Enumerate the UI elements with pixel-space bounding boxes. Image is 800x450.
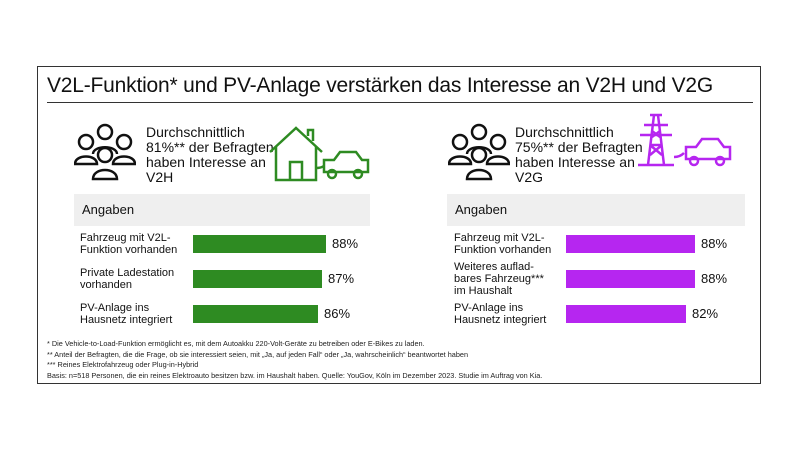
infographic-frame <box>37 66 761 384</box>
data-label: 82% <box>692 306 719 321</box>
category-label: Private Ladestation vorhanden <box>80 267 200 291</box>
footnote: Basis: n=518 Personen, die ein reines El… <box>47 370 543 380</box>
data-label: 87% <box>328 271 355 286</box>
data-label: 88% <box>701 236 728 251</box>
bar <box>566 235 695 253</box>
summary-line: 81%** der Befragten <box>146 139 274 155</box>
header-angaben-v2g: Angaben <box>447 194 745 226</box>
bar <box>193 305 318 323</box>
summary-v2g: Durchschnittlich 75%** der Befragten haben… <box>515 125 665 185</box>
people-icon <box>448 123 510 181</box>
category-label-line: Weiteres auflad- <box>454 261 534 273</box>
summary-v2h: Durchschnittlich 81%** der Befragten haben… <box>146 125 296 185</box>
footnote: *** Reines Elektrofahrzeug oder Plug-in-… <box>47 360 199 369</box>
category-label: PV-Anlage ins Hausnetz integriert <box>454 302 574 326</box>
category-label-line: PV-Anlage ins <box>80 302 150 314</box>
data-label: 88% <box>332 236 359 251</box>
summary-line: V2H <box>146 169 174 185</box>
category-label-line: bares Fahrzeug*** <box>454 273 544 285</box>
page-title: V2L-Funktion* und PV-Anlage verstärken d… <box>47 74 714 97</box>
category-label: Fahrzeug mit V2L- Funktion vorhanden <box>454 232 574 256</box>
category-label-line: Funktion vorhanden <box>80 244 178 256</box>
footnote: ** Anteil der Befragten, die die Frage, … <box>47 349 469 359</box>
category-label-line: PV-Anlage ins <box>454 302 524 314</box>
summary-line: haben Interesse an <box>146 154 266 170</box>
footnote: * Die Vehicle-to-Load-Funktion ermöglich… <box>47 339 425 348</box>
data-label: 88% <box>701 271 728 286</box>
category-label-line: im Haushalt <box>454 285 513 297</box>
category-label-line: Funktion vorhanden <box>454 244 552 256</box>
category-label-line: Private Ladestation <box>80 267 175 279</box>
category-label-line: vorhanden <box>80 279 132 291</box>
summary-line: haben Interesse an <box>515 154 635 170</box>
category-label-line: Fahrzeug mit V2L- <box>80 232 171 244</box>
bar <box>566 305 686 323</box>
bar <box>193 270 322 288</box>
power-pylon-icon <box>638 113 732 167</box>
summary-line: Durchschnittlich <box>146 124 245 140</box>
category-label-line: Hausnetz integriert <box>80 314 173 326</box>
people-icon <box>74 123 136 181</box>
bar <box>193 235 326 253</box>
category-label: Weiteres auflad-bares Fahrzeug*** im Haus… <box>454 261 574 297</box>
summary-line: Durchschnittlich <box>515 124 614 140</box>
bar <box>566 270 695 288</box>
category-label-line: Fahrzeug mit V2L- <box>454 232 545 244</box>
data-label: 86% <box>324 306 351 321</box>
footnotes: * Die Vehicle-to-Load-Funktion ermöglich… <box>47 339 542 381</box>
category-label: Fahrzeug mit V2L- Funktion vorhanden <box>80 232 200 256</box>
summary-line: 75%** der Befragten <box>515 139 643 155</box>
title-divider <box>47 102 753 103</box>
category-label: PV-Anlage ins Hausnetz integriert <box>80 302 200 326</box>
house-icon <box>269 126 370 182</box>
category-label-line: Hausnetz integriert <box>454 314 547 326</box>
header-angaben-v2h: Angaben <box>74 194 370 226</box>
summary-line: V2G <box>515 169 544 185</box>
